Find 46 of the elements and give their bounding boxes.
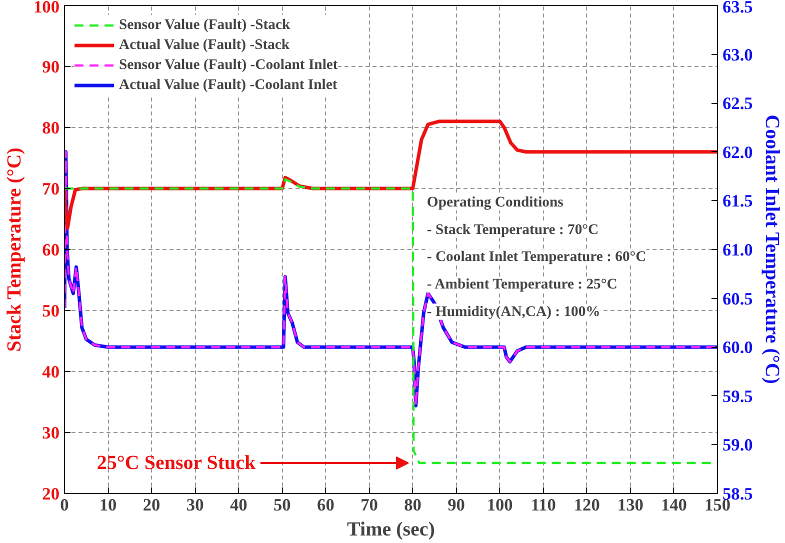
y2-tick-label: 62.0	[722, 142, 753, 162]
y-tick-label: 50	[42, 302, 60, 320]
y2-tick-label: 60.5	[722, 289, 754, 308]
x-tick-label: 100	[486, 496, 513, 514]
y2-tick-label: 63.5	[722, 0, 754, 16]
y-tick-label: 60	[42, 240, 60, 260]
y-tick-label: 30	[42, 424, 60, 442]
x-axis-title: Time (sec)	[347, 518, 435, 540]
x-tick-label: 0	[60, 496, 69, 514]
annotation: - Humidity(AN,CA) : 100%	[426, 304, 600, 320]
annotation: 25°C Sensor Stuck	[96, 452, 257, 474]
legend-label: Actual Value (Fault) -Stack	[119, 36, 290, 54]
x-tick-label: 20	[142, 496, 160, 514]
x-tick-label: 90	[448, 496, 465, 514]
legend-label: Sensor Value (Fault) -Coolant Inlet	[119, 56, 338, 74]
y2-tick-label: 59.0	[722, 436, 753, 455]
x-tick-label: 80	[404, 496, 422, 514]
annotation: - Stack Temperature : 70°C	[426, 222, 599, 238]
legend-label: Sensor Value (Fault) -Stack	[119, 16, 290, 34]
x-tick-label: 130	[617, 496, 644, 514]
y-tick-label: 70	[42, 180, 60, 198]
x-tick-label: 60	[317, 496, 334, 514]
annotation: - Coolant Inlet Temperature : 60°C	[426, 249, 646, 266]
x-tick-label: 50	[274, 496, 291, 514]
x-tick-label: 110	[530, 496, 556, 514]
x-tick-label: 120	[574, 496, 600, 514]
x-tick-label: 30	[186, 496, 204, 514]
y2-tick-label: 61.0	[722, 240, 753, 260]
legend-label: Actual Value (Fault) -Coolant Inlet	[119, 76, 338, 94]
y-tick-label: 100	[34, 0, 60, 16]
x-tick-label: 10	[99, 496, 117, 514]
x-tick-label: 70	[360, 496, 378, 514]
y2-tick-label: 61.5	[722, 192, 754, 211]
y2-tick-label: 60.0	[722, 338, 753, 358]
y2-tick-label: 63.0	[722, 45, 753, 64]
annotation: - Ambient Temperature : 25°C	[426, 276, 618, 292]
y2-tick-label: 59.5	[722, 386, 754, 406]
x-tick-label: 40	[230, 496, 248, 514]
y-tick-label: 90	[42, 58, 60, 76]
annotation: Operating Conditions	[426, 194, 564, 210]
x-tick-label: 140	[660, 496, 687, 514]
y-tick-label: 80	[42, 118, 60, 138]
y-axis-title: Stack Temperature (°C)	[4, 148, 26, 352]
y-tick-label: 40	[42, 362, 60, 382]
y2-axis-title: Coolant Inlet Temperature (°C)	[760, 114, 783, 384]
y2-tick-label: 62.5	[722, 94, 754, 114]
